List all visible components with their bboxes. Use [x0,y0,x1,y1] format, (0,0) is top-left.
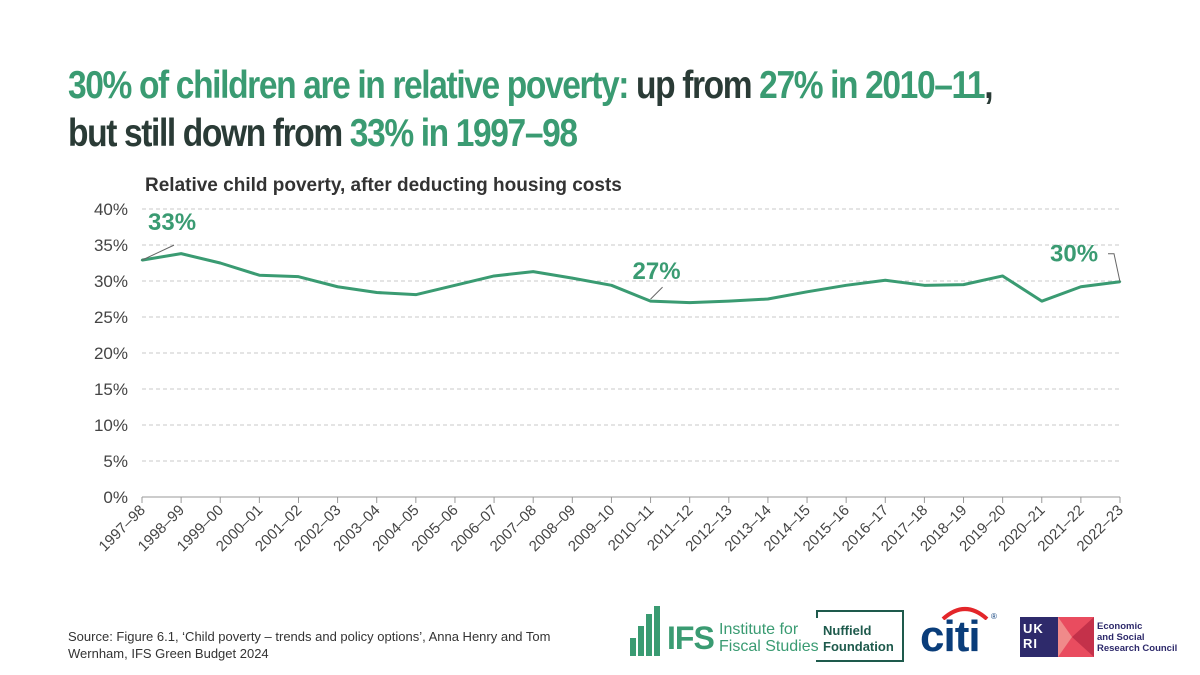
data-point [923,284,926,287]
y-tick-label: 10% [94,416,128,435]
data-point [649,299,652,303]
data-point [805,290,809,293]
chart-title: Relative child poverty, after deducting … [145,175,622,196]
esrc-chevron-icon [1058,617,1094,657]
nuffield-line2: Foundation [823,639,894,654]
y-tick-label: 0% [103,488,128,507]
data-point [962,283,965,286]
headline-text-up-from: up from [628,64,760,107]
data-point [1001,274,1004,278]
data-point [1079,285,1083,288]
nuffield-line1: Nuffield [823,623,872,638]
y-tick-label: 35% [94,236,128,255]
data-point [219,261,222,265]
data-point [688,301,691,304]
citi-logo: citi [920,612,981,661]
esrc-logo-text: Economic and Social Research Council [1097,621,1177,654]
data-point [571,276,574,280]
source-note: Source: Figure 6.1, ‘Child poverty – tre… [68,629,551,661]
citi-arc-icon [941,607,989,620]
nuffield-logo-frame [816,610,904,662]
y-tick-label: 5% [103,452,128,471]
ifs-name-line1: Institute for [719,621,799,638]
data-point [844,284,848,287]
y-tick-label: 40% [94,200,128,219]
headline-highlight-start: 33% in 1997–98 [349,112,578,155]
annotation-label: 30% [1050,241,1098,268]
data-point [1040,299,1043,303]
data-point [610,284,613,287]
data-point [727,299,730,303]
annotation-label: 27% [633,258,681,285]
data-point [258,274,261,277]
ukri-logo-block [1020,617,1060,657]
data-point [375,291,378,294]
headline: 30% of children are in relative poverty:… [68,62,997,158]
ifs-bars-icon [630,606,662,656]
esrc-line2: and Social [1097,632,1145,643]
data-point [884,279,887,282]
annotation-leader [141,244,175,261]
esrc-line3: Research Council [1097,643,1178,654]
annotation-leader [1108,253,1121,282]
ifs-logo-name: Institute for Fiscal Studies [719,621,819,655]
headline-highlight-low: 27% in 2010–11 [759,64,985,107]
ifs-logo-mark: IFS [667,620,715,656]
headline-text-down-from: , but still down from [68,64,994,155]
headline-highlight-current: 30% of children are in relative poverty: [68,64,629,107]
data-point [336,285,339,288]
series-line [141,252,1121,305]
y-tick-label: 20% [94,344,128,363]
data-point [532,270,535,273]
poverty-line-chart: 0%5%10%15%20%25%30%35%40%1997–981998–991… [94,200,1127,555]
data-point [414,293,418,296]
data-point [453,284,457,287]
data-point [179,252,183,255]
data-point [766,297,770,301]
data-point [492,274,496,278]
ukri-logo-text: UK RI [1023,621,1044,651]
esrc-line1: Economic [1097,621,1143,632]
y-tick-label: 30% [94,272,128,291]
annotation-leader [650,286,663,300]
y-tick-label: 25% [94,308,128,327]
y-tick-label: 15% [94,380,128,399]
citi-registered-mark: ® [991,612,997,621]
ifs-name-line2: Fiscal Studies [719,638,819,655]
annotation-label: 33% [148,209,196,236]
nuffield-logo-text: Nuffield Foundation [823,623,894,655]
data-point [297,275,300,278]
